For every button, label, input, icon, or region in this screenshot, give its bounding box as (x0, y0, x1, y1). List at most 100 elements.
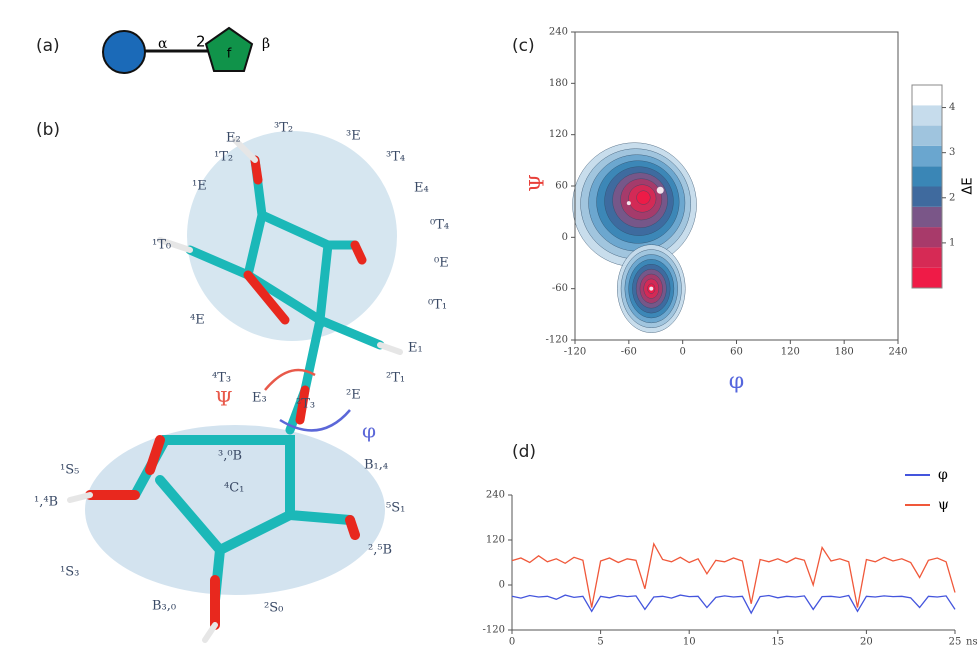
pseudorotation-wheel (187, 131, 397, 341)
x-tick-label: -120 (564, 347, 586, 358)
x-tick-label: 180 (835, 347, 854, 358)
x-axis-label: ns (966, 637, 977, 648)
colorbar-band (912, 105, 942, 126)
colorbar-band (912, 125, 942, 146)
bottom-ring-labels: ⁴C₁ ¹S₅ ¹,⁴B ¹S₃ B₃,₀ ²S₀ ²,⁵B ⁵S₁ B₁,₄ … (34, 449, 405, 616)
ring-label: ⁰T₁ (428, 298, 447, 313)
ring-label: ¹T₀ (152, 238, 171, 253)
x-axis-label: φ (729, 369, 744, 394)
y-tick-label: 120 (549, 129, 568, 140)
y-tick-label: -120 (483, 625, 505, 636)
psi-label: Ψ (215, 387, 233, 411)
x-tick-label: 15 (771, 637, 784, 648)
series-line (511, 594, 956, 615)
ring-label: E₁ (408, 341, 423, 356)
x-tick-label: 5 (597, 637, 603, 648)
ring-label: ³,⁰B (218, 449, 242, 464)
y-tick-label: 180 (549, 78, 568, 89)
colorbar-band (912, 145, 942, 167)
colorbar-tick-label: 4 (949, 102, 955, 113)
ring-label: ²S₀ (264, 601, 283, 616)
y-tick-label: 240 (549, 27, 568, 38)
legend-label: ψ (938, 497, 949, 513)
ring-label: ²T₁ (386, 371, 405, 386)
colorbar-band (912, 267, 942, 288)
y-tick-label: 120 (486, 535, 505, 546)
psi-arrow (264, 368, 316, 391)
colorbar-band (912, 227, 942, 248)
anomer-label: α (158, 36, 168, 52)
colorbar-band (912, 85, 942, 106)
charts: -120 -60 0 60 120 180 240-120-60060120180240φΨ… (483, 27, 977, 648)
x-tick-label: 20 (860, 637, 873, 648)
ring-label: ⁰E (434, 256, 449, 271)
ring-label: ²E (346, 388, 361, 403)
x-tick-label: 0 (679, 347, 685, 358)
panel-label: (a) (36, 36, 60, 56)
x-tick-label: 240 (888, 347, 907, 358)
y-tick-label: 240 (486, 490, 505, 501)
x-tick-label: -60 (621, 347, 637, 358)
energy-minimum (649, 286, 654, 291)
x-tick-label: 60 (730, 347, 743, 358)
ring-label: ¹,⁴B (34, 495, 58, 510)
ring-label: B₁,₄ (364, 458, 388, 473)
colorbar-band (912, 206, 942, 228)
y-axis-label: Ψ (525, 174, 549, 192)
ring-label: ⁰T₄ (430, 218, 449, 233)
series-line (511, 541, 956, 608)
x-tick-label: 25 (949, 637, 962, 648)
top-ring-labels: E₂ ³T₂ ³E ³T₄ E₄ ⁰T₄ ⁰E ⁰T₁ E₁ ²T₁ ²E ²T… (152, 121, 449, 412)
ring-label: f (227, 47, 232, 62)
ring-label: ²T₃ (296, 397, 315, 412)
ring-label: E₃ (252, 391, 267, 406)
anomer-label: β (262, 36, 270, 52)
legend-label: φ (938, 467, 948, 483)
phi-label: φ (362, 419, 376, 443)
y-tick-label: 0 (499, 580, 505, 591)
energy-minimum (656, 186, 664, 194)
y-tick-label: 60 (555, 181, 568, 192)
ring-label: ⁵S₁ (386, 501, 405, 516)
colorbar-label: ΔE (961, 177, 976, 194)
linkage-label: 2 (196, 33, 206, 51)
ring-label: ³T₄ (386, 150, 405, 165)
ring-label: B₃,₀ (152, 599, 176, 614)
x-tick-label: 0 (509, 637, 515, 648)
ring-label: E₄ (414, 181, 429, 196)
fructose-symbol (204, 26, 254, 72)
ring-label: ⁴E (190, 313, 205, 328)
puckering-sphere (85, 425, 385, 595)
ring-label: ⁴T₃ (212, 371, 231, 386)
colorbar-band (912, 166, 942, 187)
ring-label: ¹S₃ (60, 565, 79, 580)
colorbar-band (912, 247, 942, 268)
ring-label: ⁴C₁ (224, 481, 244, 496)
ring-label: ²,⁵B (368, 543, 392, 558)
colorbar-tick-label: 1 (949, 237, 955, 248)
x-tick-label: 120 (781, 347, 800, 358)
phi-arrow (279, 409, 351, 432)
panel-label: (c) (512, 36, 535, 56)
ring-label: ¹E (192, 179, 207, 194)
glucose-symbol (102, 30, 146, 74)
colorbar-tick-label: 3 (949, 147, 955, 158)
energy-minimum (626, 201, 631, 206)
molecule (67, 137, 403, 643)
ring-label: ³T₂ (274, 121, 293, 136)
colorbar-tick-label: 2 (949, 192, 955, 203)
ring-label: ¹T₂ (214, 150, 233, 165)
y-tick-label: -120 (546, 335, 568, 346)
y-tick-label: -60 (552, 283, 568, 294)
colorbar-band (912, 186, 942, 207)
contour-level (636, 190, 651, 205)
colorbar-frame (911, 84, 943, 289)
ring-label: ³E (346, 129, 361, 144)
y-tick-label: 0 (562, 232, 568, 243)
plot-frame (512, 495, 955, 630)
panel-label: (d) (512, 442, 536, 462)
ring-label: E₂ (226, 131, 241, 146)
panel-label: (b) (36, 120, 60, 140)
x-tick-label: 10 (683, 637, 696, 648)
